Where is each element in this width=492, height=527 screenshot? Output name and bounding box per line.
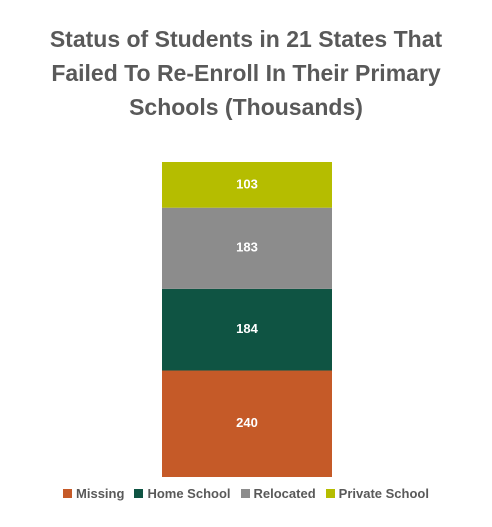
data-label: 103 [236, 176, 258, 191]
bar-segment [162, 162, 332, 208]
data-label: 183 [236, 240, 258, 255]
bar-segment [162, 288, 332, 371]
legend: Missing Home School Relocated Private Schoo… [0, 486, 492, 501]
legend-label: Private School [338, 486, 429, 501]
legend-item: Relocated [240, 486, 316, 501]
legend-swatch [134, 489, 144, 498]
legend-swatch [63, 489, 73, 498]
legend-label: Home School [147, 486, 231, 501]
bar-segment [162, 207, 332, 289]
legend-swatch [325, 489, 335, 498]
legend-item: Missing [63, 486, 124, 501]
chart-title: Status of Students in 21 States That Fai… [49, 26, 443, 120]
legend-label: Missing [76, 486, 125, 501]
legend-swatch [240, 489, 250, 498]
bar-segment [162, 370, 332, 477]
legend-item: Private School [325, 486, 429, 501]
data-label: 184 [236, 321, 258, 336]
legend-label: Relocated [253, 486, 316, 501]
data-label: 240 [236, 415, 258, 430]
legend-item: Home School [134, 486, 231, 501]
